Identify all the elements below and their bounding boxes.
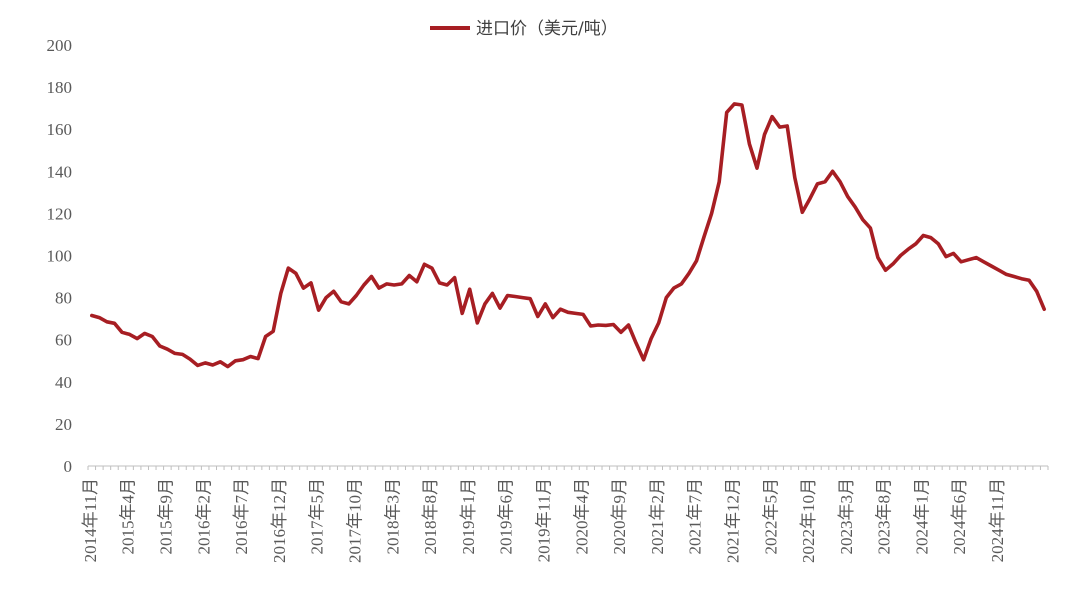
y-tick-label: 60 [55,331,72,350]
x-tick-label: 2021年2月 [648,478,667,555]
y-tick-label: 100 [47,247,73,266]
x-tick-label: 2021年7月 [686,478,705,555]
x-tick-label: 2015年9月 [157,478,176,555]
x-tick-label: 2018年3月 [383,478,402,555]
legend-label: 进口价（美元/吨） [476,19,618,39]
x-tick-label: 2016年2月 [194,478,213,555]
x-tick-label: 2016年12月 [270,478,289,563]
x-tick-label: 2017年5月 [308,478,327,555]
series-layer [90,102,1046,369]
x-tick-label: 2022年10月 [799,478,818,563]
x-tick-label: 2019年1月 [459,478,478,555]
x-tick-label: 2021年12月 [723,478,742,563]
y-tick-label: 160 [47,120,73,139]
x-tick-label: 2024年11月 [988,478,1007,562]
x-tick-label: 2023年8月 [875,478,894,555]
series-line-import-price [90,102,1046,369]
x-tick-label: 2024年1月 [912,478,931,555]
x-tick-label: 2014年11月 [81,478,100,562]
y-tick-label: 20 [55,415,72,434]
x-tick-label: 2022年5月 [761,478,780,555]
y-tick-label: 40 [55,373,72,392]
y-tick-label: 80 [55,289,72,308]
y-axis: 0 20 40 60 80 100 120 140 160 180 200 [47,36,73,476]
x-tick-label: 2023年3月 [837,478,856,555]
y-tick-label: 0 [64,457,73,476]
x-tick-label: 2018年8月 [421,478,440,555]
x-tick-label: 2019年6月 [497,478,516,554]
x-tick-label: 2020年4月 [572,478,591,555]
x-axis: 2014年11月 2015年4月 2015年9月 2016年2月 2016年7月 2016… [81,465,1049,563]
x-tick-label: 2015年4月 [119,478,138,555]
y-tick-label: 180 [47,78,73,97]
x-tick-label: 2020年9月 [610,478,629,555]
y-tick-label: 120 [47,204,73,223]
x-tick-label: 2017年10月 [346,478,365,563]
x-tick-label: 2019年11月 [534,478,553,562]
legend: 进口价（美元/吨） [430,19,618,39]
y-tick-label: 200 [47,36,73,55]
x-tick-label: 2024年6月 [950,478,969,555]
y-tick-label: 140 [47,162,73,181]
x-tick-label: 2016年7月 [232,478,251,555]
